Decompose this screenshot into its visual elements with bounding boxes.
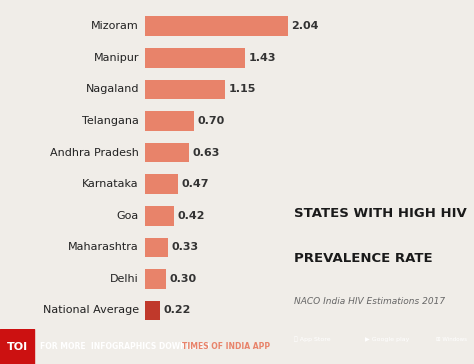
Bar [145,238,168,257]
Text: Manipur: Manipur [93,53,139,63]
Text: Andhra Pradesh: Andhra Pradesh [50,147,139,158]
Text: National Average: National Average [43,305,139,316]
Text: 0.33: 0.33 [171,242,198,252]
Text: 1.43: 1.43 [248,53,276,63]
Text: Delhi: Delhi [110,274,139,284]
Text: TOI: TOI [7,342,27,352]
Text: ⊞ Windows: ⊞ Windows [436,337,467,341]
Bar [145,48,245,68]
Text: Karnataka: Karnataka [82,179,139,189]
Text: 0.70: 0.70 [197,116,225,126]
Bar [0,329,34,364]
Text: Maharashtra: Maharashtra [68,242,139,252]
Text: STATES WITH HIGH HIV: STATES WITH HIGH HIV [294,207,466,220]
Text: TIMES OF INDIA APP: TIMES OF INDIA APP [182,342,271,351]
Text: PREVALENCE RATE: PREVALENCE RATE [294,252,432,265]
Bar [145,143,189,162]
Text: Telangana: Telangana [82,116,139,126]
Text: FOR MORE  INFOGRAPHICS DOWNLOAD: FOR MORE INFOGRAPHICS DOWNLOAD [40,342,213,351]
Bar [145,111,194,131]
Bar [145,174,178,194]
Text: Goa: Goa [117,211,139,221]
Text: NACO India HIV Estimations 2017: NACO India HIV Estimations 2017 [294,297,445,306]
Text: 1.15: 1.15 [229,84,256,94]
Text: Mizoram: Mizoram [91,21,139,31]
Bar [145,269,165,289]
Text: 0.22: 0.22 [164,305,191,316]
Text: 0.47: 0.47 [181,179,209,189]
Bar [145,301,160,320]
Bar [145,80,225,99]
Text: 0.42: 0.42 [178,211,205,221]
Text: 2.04: 2.04 [291,21,319,31]
Text: ▶ Google play: ▶ Google play [365,337,410,341]
Text: 0.30: 0.30 [169,274,196,284]
Text:  App Store:  App Store [294,336,330,342]
Bar [145,16,288,36]
Text: 0.63: 0.63 [192,147,219,158]
Bar [145,206,174,226]
Text: Nagaland: Nagaland [85,84,139,94]
